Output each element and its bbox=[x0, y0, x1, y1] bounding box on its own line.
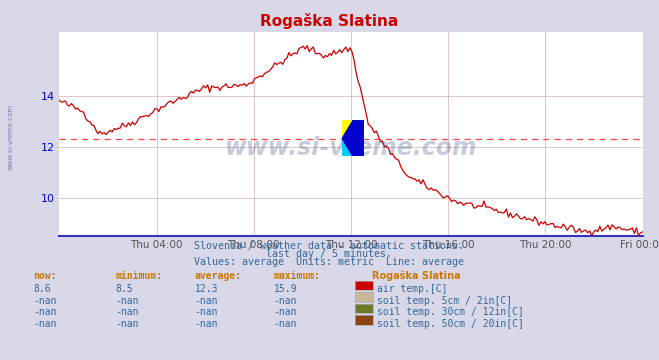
Text: -nan: -nan bbox=[115, 307, 139, 318]
Text: -nan: -nan bbox=[273, 319, 297, 329]
Text: soil temp. 30cm / 12in[C]: soil temp. 30cm / 12in[C] bbox=[377, 307, 524, 318]
Polygon shape bbox=[342, 121, 364, 157]
Text: air temp.[C]: air temp.[C] bbox=[377, 284, 447, 294]
Text: 8.6: 8.6 bbox=[33, 284, 51, 294]
Text: Values: average  Units: metric  Line: average: Values: average Units: metric Line: aver… bbox=[194, 257, 465, 267]
Text: last day / 5 minutes.: last day / 5 minutes. bbox=[266, 249, 393, 259]
Text: www.si-vreme.com: www.si-vreme.com bbox=[225, 136, 477, 160]
Text: -nan: -nan bbox=[194, 296, 218, 306]
Text: 8.5: 8.5 bbox=[115, 284, 133, 294]
Text: 12.3: 12.3 bbox=[194, 284, 218, 294]
Text: soil temp. 5cm / 2in[C]: soil temp. 5cm / 2in[C] bbox=[377, 296, 512, 306]
Text: Slovenia / weather data - automatic stations.: Slovenia / weather data - automatic stat… bbox=[194, 241, 465, 251]
Text: -nan: -nan bbox=[273, 307, 297, 318]
Text: www.si-vreme.com: www.si-vreme.com bbox=[8, 104, 14, 170]
Text: soil temp. 50cm / 20in[C]: soil temp. 50cm / 20in[C] bbox=[377, 319, 524, 329]
Text: -nan: -nan bbox=[33, 296, 57, 306]
Text: -nan: -nan bbox=[33, 307, 57, 318]
Text: -nan: -nan bbox=[33, 319, 57, 329]
Text: Rogaška Slatina: Rogaška Slatina bbox=[372, 271, 461, 281]
Text: 15.9: 15.9 bbox=[273, 284, 297, 294]
Text: Rogaška Slatina: Rogaška Slatina bbox=[260, 13, 399, 28]
Text: -nan: -nan bbox=[194, 307, 218, 318]
Text: average:: average: bbox=[194, 271, 241, 281]
Polygon shape bbox=[342, 139, 353, 157]
Text: now:: now: bbox=[33, 271, 57, 281]
Text: -nan: -nan bbox=[115, 319, 139, 329]
Text: minimum:: minimum: bbox=[115, 271, 162, 281]
Text: maximum:: maximum: bbox=[273, 271, 320, 281]
Polygon shape bbox=[342, 121, 353, 139]
Text: -nan: -nan bbox=[194, 319, 218, 329]
Text: -nan: -nan bbox=[115, 296, 139, 306]
Text: -nan: -nan bbox=[273, 296, 297, 306]
